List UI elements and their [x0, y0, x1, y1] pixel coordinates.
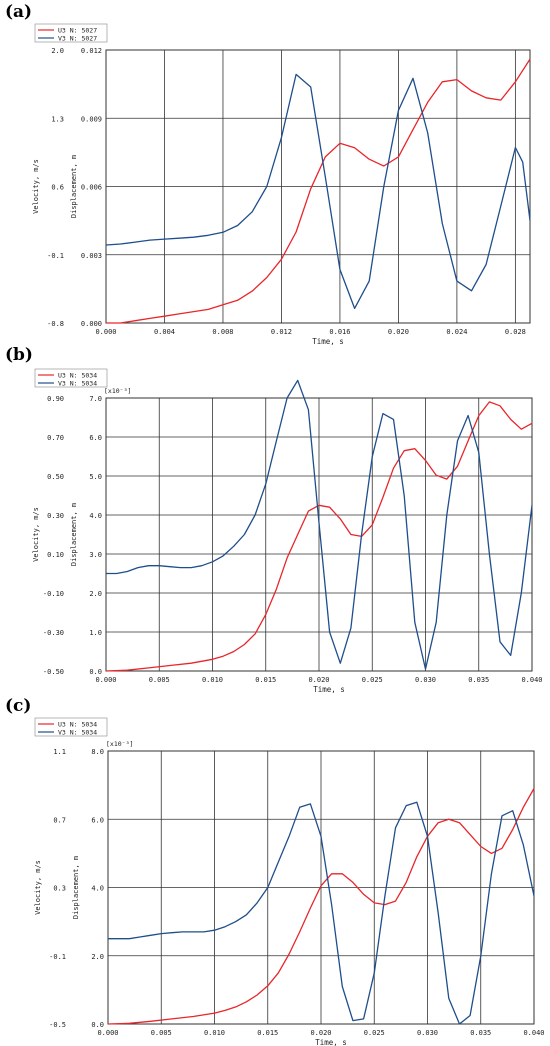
right-y-tick-label: 6.0 — [91, 816, 104, 824]
left-y-tick-label: -0.1 — [49, 953, 66, 961]
x-tick-label: 0.010 — [204, 1029, 225, 1037]
legend-label: V3 N: 5034 — [58, 729, 97, 737]
panel-label: (c) — [5, 696, 32, 716]
right-y-tick-label: 8.0 — [91, 748, 104, 756]
right-y-tick-label: 6.0 — [89, 434, 102, 442]
left-y-tick-label: -0.50 — [43, 668, 64, 676]
x-tick-label: 0.020 — [308, 676, 329, 684]
left-y-tick-label: 1.3 — [51, 115, 64, 123]
x-tick-label: 0.030 — [415, 676, 436, 684]
right-y-tick-label: 7.0 — [89, 395, 102, 403]
panel-label: (b) — [5, 345, 33, 365]
displacement-series-line — [107, 788, 535, 1025]
x-tick-label: 0.030 — [417, 1029, 438, 1037]
x-axis-label: Time, s — [313, 685, 345, 694]
chart-b: 0.000 0.005 0.010 0.015 0.020 0.025 0.030 0.035… — [32, 368, 543, 694]
legend-label: V3 N: 5027 — [58, 35, 97, 43]
velocity-series-line — [105, 73, 531, 310]
right-y-tick-label: 3.0 — [89, 551, 102, 559]
right-y-tick-label: 2.0 — [89, 590, 102, 598]
x-tick-label: 0.000 — [95, 676, 116, 684]
left-y-tick-label: -0.1 — [47, 252, 64, 260]
x-tick-label: 0.028 — [505, 328, 526, 336]
right-y-tick-label: 0.006 — [81, 184, 102, 192]
x-tick-label: 0.040 — [521, 676, 542, 684]
chart-panel-c: (c) 0.000 0.005 0.010 0.015 0.020 0.025 0.030 0… — [0, 694, 550, 1046]
left-y-tick-label: 0.30 — [47, 512, 64, 520]
right-y-tick-label: 0.0 — [89, 668, 102, 676]
right-y-axis-label: Displacement, m — [72, 856, 80, 919]
chart-a: 0.000 0.004 0.008 0.012 0.016 0.020 0.024 0.028… — [32, 23, 531, 346]
left-y-tick-label: -0.8 — [47, 320, 64, 328]
velocity-series-line — [106, 379, 533, 670]
right-y-axis-label: Displacement, m — [70, 155, 78, 218]
left-y-tick-label: 0.6 — [51, 184, 64, 192]
displacement-series-line — [106, 58, 531, 324]
left-y-tick-label: -0.10 — [43, 590, 64, 598]
left-y-tick-label: 0.90 — [47, 395, 64, 403]
x-tick-label: 0.035 — [468, 676, 489, 684]
displacement-series-line — [105, 401, 533, 672]
x-tick-label: 0.025 — [362, 676, 383, 684]
left-y-axis-label: Velocity, m/s — [32, 159, 40, 214]
x-tick-label: 0.008 — [212, 328, 233, 336]
right-y-axis-label: Displacement, m — [70, 503, 78, 566]
axis-exponent-label: [x10⁻³] — [104, 387, 131, 395]
legend-label: U3 N: 5027 — [58, 27, 97, 35]
x-axis-label: Time, s — [315, 1038, 347, 1046]
right-y-tick-label: 1.0 — [89, 629, 102, 637]
right-y-tick-label: 0.000 — [81, 320, 102, 328]
x-tick-label: 0.005 — [151, 1029, 172, 1037]
legend-label: U3 N: 5034 — [58, 721, 97, 729]
left-y-tick-label: -0.30 — [43, 629, 64, 637]
x-tick-label: 0.000 — [95, 328, 116, 336]
chart-panel-a: (a) 0.000 0.004 0.008 0.012 0.016 0.020 0.024 0… — [0, 0, 550, 346]
right-y-tick-label: 5.0 — [89, 473, 102, 481]
x-tick-label: 0.000 — [97, 1029, 118, 1037]
x-tick-label: 0.004 — [154, 328, 175, 336]
x-tick-label: 0.040 — [523, 1029, 544, 1037]
left-y-tick-label: -0.5 — [49, 1021, 66, 1029]
left-y-tick-label: 0.70 — [47, 434, 64, 442]
right-y-tick-label: 4.0 — [91, 885, 104, 893]
left-y-tick-label: 0.3 — [53, 885, 66, 893]
axis-exponent-label: [x10⁻³] — [106, 740, 133, 748]
left-y-tick-label: 0.7 — [53, 816, 66, 824]
x-tick-label: 0.020 — [310, 1029, 331, 1037]
right-y-tick-label: 0.009 — [81, 115, 102, 123]
x-axis-label: Time, s — [312, 337, 344, 346]
x-tick-label: 0.025 — [364, 1029, 385, 1037]
chart-panel-b: (b) 0.000 0.005 0.010 0.015 0.020 0.025 0.030 0… — [0, 343, 550, 694]
panel-label: (a) — [5, 2, 33, 22]
legend-label: U3 N: 5034 — [58, 372, 97, 380]
x-tick-label: 0.005 — [149, 676, 170, 684]
left-y-tick-label: 0.50 — [47, 473, 64, 481]
x-tick-label: 0.024 — [446, 328, 467, 336]
x-tick-label: 0.035 — [470, 1029, 491, 1037]
x-tick-label: 0.012 — [271, 328, 292, 336]
x-tick-label: 0.015 — [257, 1029, 278, 1037]
right-y-tick-label: 0.003 — [81, 252, 102, 260]
left-y-axis-label: Velocity, m/s — [34, 860, 42, 915]
right-y-tick-label: 2.0 — [91, 953, 104, 961]
x-tick-label: 0.016 — [329, 328, 350, 336]
left-y-tick-label: 0.10 — [47, 551, 64, 559]
right-y-tick-label: 0.012 — [81, 47, 102, 55]
right-y-tick-label: 4.0 — [89, 512, 102, 520]
left-y-tick-label: 1.1 — [53, 748, 66, 756]
left-y-tick-label: 2.0 — [51, 47, 64, 55]
x-tick-label: 0.010 — [202, 676, 223, 684]
left-y-axis-label: Velocity, m/s — [32, 507, 40, 562]
right-y-tick-label: 0.0 — [91, 1021, 104, 1029]
x-tick-label: 0.020 — [388, 328, 409, 336]
velocity-series-line — [108, 801, 535, 1025]
x-tick-label: 0.015 — [255, 676, 276, 684]
legend-label: V3 N: 5034 — [58, 380, 97, 388]
chart-c: 0.000 0.005 0.010 0.015 0.020 0.025 0.030 0.035… — [34, 717, 545, 1046]
